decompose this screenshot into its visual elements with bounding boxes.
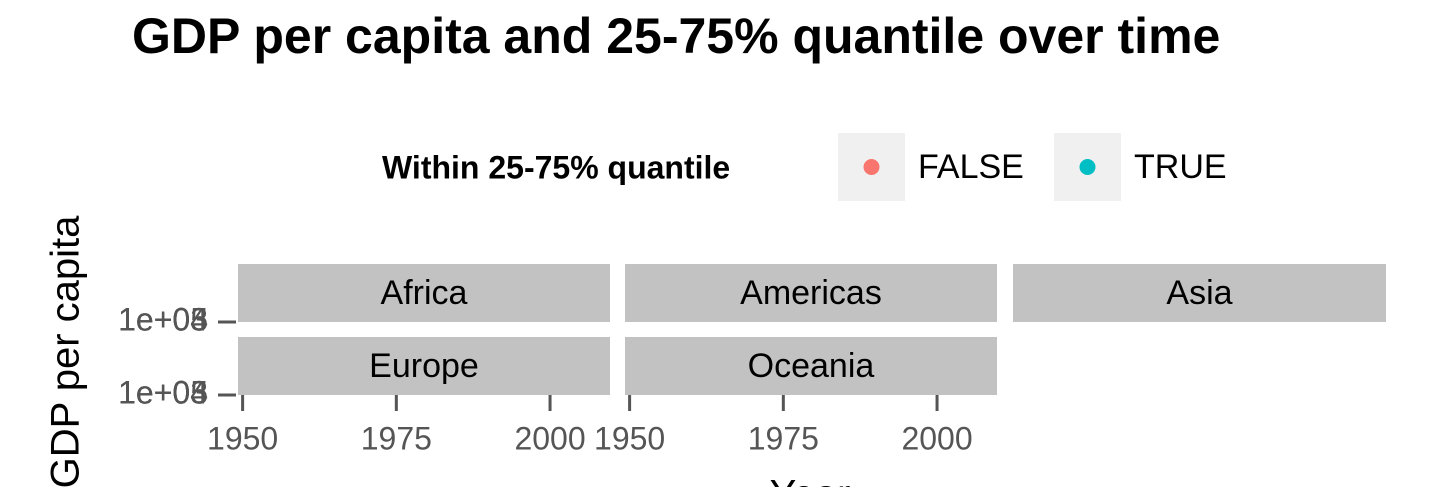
facet-strip — [1013, 264, 1386, 322]
x-axis-label: Year — [770, 473, 851, 487]
legend-label: FALSE — [918, 148, 1024, 186]
x-tick-label: 1950 — [207, 420, 278, 456]
x-tick-label: 1975 — [361, 420, 432, 456]
facet-label: Oceania — [748, 347, 875, 385]
x-tick-label: 1950 — [594, 420, 665, 456]
x-tick-label: 2000 — [901, 420, 972, 456]
facet-strip — [625, 337, 997, 395]
facet-strip — [625, 264, 997, 322]
legend-marker — [1079, 159, 1096, 175]
facet-label: Americas — [740, 274, 882, 312]
y-tick-label: 1e+04 — [118, 301, 208, 337]
y-tick-label: 1e+05 — [118, 374, 208, 410]
y-tick-label: 1e+05 — [118, 301, 208, 337]
facet-strip — [238, 264, 610, 322]
x-tick-label: 2000 — [514, 420, 585, 456]
legend-marker — [863, 159, 880, 175]
facet-label: Africa — [381, 274, 468, 312]
chart-title: GDP per capita and 25-75% quantile over … — [132, 8, 1220, 64]
legend-label: TRUE — [1134, 148, 1227, 186]
y-axis-label: GDP per capita — [44, 215, 88, 487]
legend-title: Within 25-75% quantile — [382, 149, 730, 185]
x-tick-label: 1975 — [748, 420, 819, 456]
facet-label: Asia — [1166, 274, 1232, 312]
y-tick-label: 1e+03 — [118, 301, 208, 337]
facet-label: Europe — [369, 347, 479, 385]
y-tick-label: 1e+04 — [118, 374, 208, 410]
facet-strip — [238, 337, 610, 395]
y-tick-label: 1e+03 — [118, 374, 208, 410]
